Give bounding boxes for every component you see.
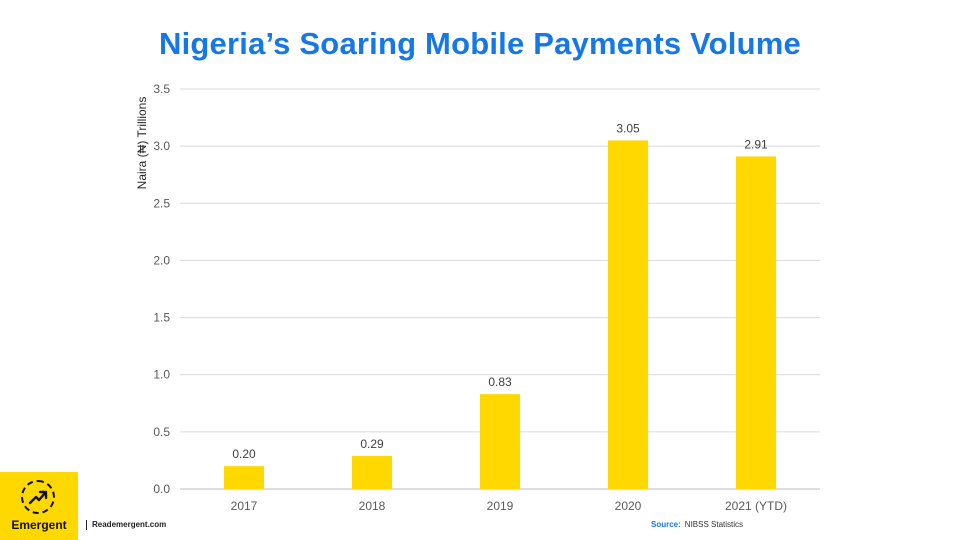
source-note: Source: NIBSS Statistics	[651, 520, 743, 530]
y-axis-ticks: 0.0 0.5 1.0 1.5 2.0 2.5 3.0 3.5	[153, 82, 170, 496]
chart-title: Nigeria’s Soaring Mobile Payments Volume	[159, 26, 801, 61]
data-label: 0.20	[232, 447, 256, 461]
source-text: NIBSS Statistics	[684, 520, 744, 529]
bar-2020	[608, 140, 648, 489]
bar-2019	[480, 394, 520, 489]
y-tick-label: 1.0	[153, 368, 170, 382]
x-tick-label: 2017	[231, 499, 258, 513]
source-label: Source:	[651, 520, 681, 529]
bar-2021	[736, 156, 776, 489]
x-tick-label: 2020	[615, 499, 642, 513]
y-tick-label: 2.0	[153, 253, 170, 267]
y-axis-label: Naira (₦) Trillions	[135, 97, 149, 190]
data-label: 0.83	[488, 375, 512, 389]
x-tick-label: 2018	[359, 499, 386, 513]
bar-2017	[224, 466, 264, 489]
x-axis-ticks: 2017 2018 2019 2020 2021 (YTD)	[231, 499, 787, 513]
y-tick-label: 2.5	[153, 196, 170, 210]
emergent-logo: Emergent	[0, 472, 78, 540]
y-tick-label: 1.5	[153, 311, 170, 325]
trend-up-icon	[21, 480, 55, 514]
data-label: 3.05	[616, 121, 640, 135]
website-link[interactable]: Reademergent.com	[86, 520, 166, 530]
data-label: 0.29	[360, 437, 384, 451]
bar-2018	[352, 455, 392, 489]
y-tick-label: 0.0	[153, 482, 170, 496]
y-tick-label: 3.5	[153, 82, 170, 96]
x-tick-label: 2021 (YTD)	[725, 499, 787, 513]
x-tick-label: 2019	[487, 499, 514, 513]
bars: 0.20 0.29 0.83 3.05 2.91	[224, 121, 776, 489]
y-tick-label: 0.5	[153, 425, 170, 439]
y-tick-label: 3.0	[153, 139, 170, 153]
logo-text: Emergent	[11, 518, 67, 532]
data-label: 2.91	[744, 137, 768, 151]
